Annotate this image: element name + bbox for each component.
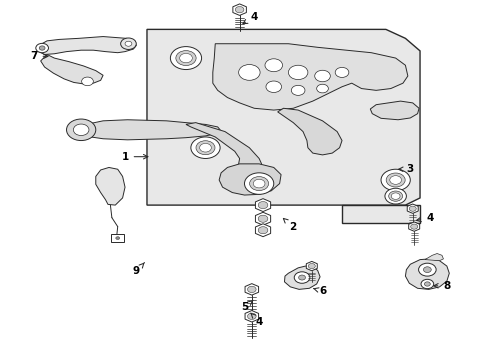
Polygon shape <box>407 204 417 213</box>
Polygon shape <box>147 30 419 205</box>
Circle shape <box>247 286 256 293</box>
Circle shape <box>66 119 96 140</box>
Circle shape <box>199 143 211 152</box>
Text: 9: 9 <box>132 262 144 276</box>
Circle shape <box>420 279 433 289</box>
Polygon shape <box>232 4 246 15</box>
Circle shape <box>386 173 405 187</box>
Circle shape <box>39 46 45 50</box>
Polygon shape <box>255 212 270 225</box>
Text: 5: 5 <box>241 300 253 312</box>
Polygon shape <box>41 54 103 84</box>
Circle shape <box>380 169 409 191</box>
Circle shape <box>36 43 48 53</box>
Circle shape <box>81 77 93 86</box>
Text: 3: 3 <box>398 164 413 174</box>
Circle shape <box>179 53 192 63</box>
Polygon shape <box>341 205 419 223</box>
Circle shape <box>384 188 406 204</box>
Text: 2: 2 <box>283 219 295 231</box>
Circle shape <box>176 51 196 66</box>
Polygon shape <box>405 259 448 289</box>
Circle shape <box>291 85 305 95</box>
Circle shape <box>316 84 328 93</box>
Circle shape <box>389 176 401 184</box>
Text: 4: 4 <box>243 12 257 24</box>
Circle shape <box>235 6 244 13</box>
Polygon shape <box>305 261 317 271</box>
Text: 6: 6 <box>313 286 325 296</box>
Polygon shape <box>244 284 258 295</box>
Circle shape <box>390 193 399 199</box>
Polygon shape <box>212 44 407 110</box>
Circle shape <box>238 64 260 80</box>
Text: 4: 4 <box>250 313 262 327</box>
Circle shape <box>249 177 268 190</box>
Circle shape <box>294 272 309 283</box>
Circle shape <box>265 81 281 93</box>
Polygon shape <box>244 311 258 322</box>
Polygon shape <box>255 199 270 212</box>
Circle shape <box>418 263 435 276</box>
Circle shape <box>121 38 136 49</box>
Circle shape <box>288 65 307 80</box>
Circle shape <box>244 173 273 194</box>
Polygon shape <box>39 37 136 54</box>
Circle shape <box>264 59 282 72</box>
Circle shape <box>258 215 267 222</box>
Circle shape <box>410 224 417 229</box>
Polygon shape <box>277 108 341 155</box>
Polygon shape <box>185 123 261 171</box>
Polygon shape <box>219 164 281 195</box>
Circle shape <box>73 124 89 135</box>
Polygon shape <box>424 253 443 261</box>
Circle shape <box>298 275 305 280</box>
Circle shape <box>314 70 330 82</box>
Circle shape <box>196 141 215 155</box>
Text: 1: 1 <box>121 152 147 162</box>
Polygon shape <box>408 222 419 231</box>
Text: 4: 4 <box>416 213 432 222</box>
FancyBboxPatch shape <box>111 234 123 242</box>
Circle shape <box>307 264 315 269</box>
Text: 8: 8 <box>433 281 449 291</box>
Circle shape <box>258 227 267 234</box>
Circle shape <box>334 67 348 77</box>
Circle shape <box>253 179 264 188</box>
Text: 7: 7 <box>30 51 48 61</box>
Circle shape <box>190 137 220 158</box>
Circle shape <box>247 313 256 319</box>
Polygon shape <box>76 120 220 140</box>
Polygon shape <box>284 266 320 289</box>
Polygon shape <box>369 101 418 120</box>
Circle shape <box>258 202 267 209</box>
Circle shape <box>423 267 430 273</box>
Circle shape <box>424 282 429 286</box>
Polygon shape <box>255 224 270 237</box>
Circle shape <box>170 46 201 69</box>
Circle shape <box>125 41 132 46</box>
Polygon shape <box>96 167 125 205</box>
Circle shape <box>116 237 120 239</box>
Circle shape <box>388 191 402 201</box>
Circle shape <box>408 206 415 211</box>
